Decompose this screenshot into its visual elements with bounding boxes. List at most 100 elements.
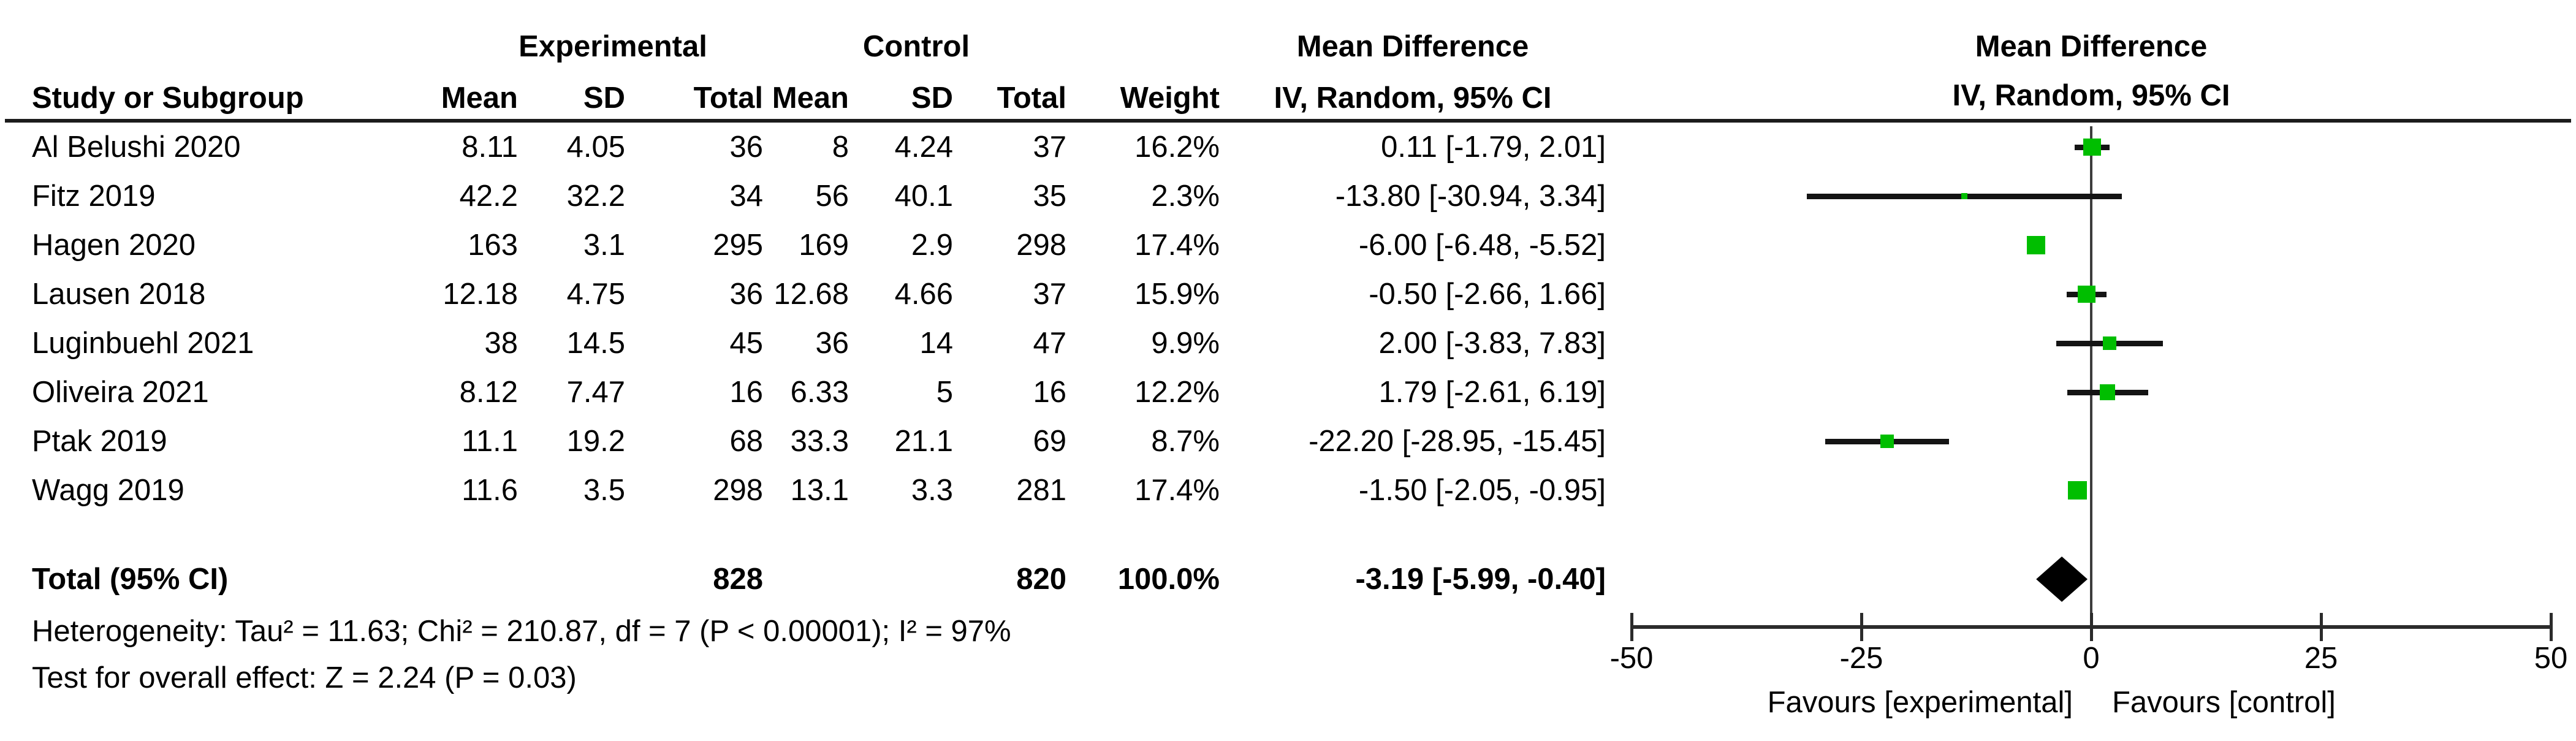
weight: 9.9% [1151,327,1220,360]
effect-square [2078,285,2095,303]
weight: 2.3% [1151,180,1220,213]
effect-square [2102,336,2117,351]
weight: 100.0% [1117,563,1220,596]
effect-square [2083,138,2102,156]
ctrl-total: 47 [1033,327,1066,360]
ctrl-total: 281 [1016,474,1066,507]
effect-square [2026,235,2045,254]
group-header-mean-difference-left: Mean Difference [1296,30,1529,63]
summary-diamond [2036,557,2088,602]
exp-sd: 7.47 [566,376,625,409]
axis-tick [2319,613,2323,641]
study-row: Oliveira 2021 8.12 7.47 16 6.33 5 16 12.2% 1.79 … [0,368,1606,417]
study-name: Al Belushi 2020 [32,131,241,164]
col-header-weight: Weight [1120,82,1220,115]
ci-text: 2.00 [-3.83, 7.83] [1378,327,1606,360]
col-header-ctrl-mean: Mean [772,82,849,115]
heterogeneity-note: Heterogeneity: Tau² = 11.63; Chi² = 210.… [32,615,1011,648]
ctrl-mean: 33.3 [790,425,849,458]
exp-total: 36 [729,278,763,311]
exp-total: 45 [729,327,763,360]
ctrl-total: 37 [1033,278,1066,311]
exp-sd: 3.5 [583,474,625,507]
ctrl-total: 298 [1016,229,1066,262]
ctrl-sd: 21.1 [894,425,953,458]
exp-sd: 3.1 [583,229,625,262]
tick-label: -50 [1609,642,1654,675]
ctrl-total: 69 [1033,425,1066,458]
favours-right-label: Favours [control] [2112,686,2336,719]
forest-plot-area: -50 -25 0 25 50 Favours [experimental] Favours… [1610,0,2567,741]
tick-label: 25 [2304,642,2338,675]
exp-sd: 4.05 [566,131,625,164]
effect-square [1961,192,1968,200]
ci-text: 1.79 [-2.61, 6.19] [1378,376,1606,409]
ctrl-mean: 6.33 [790,376,849,409]
study-row: Fitz 2019 42.2 32.2 34 56 40.1 35 2.3% -13.80 [-… [0,172,1606,221]
exp-mean: 11.1 [462,425,518,458]
study-row: Hagen 2020 163 3.1 295 169 2.9 298 17.4% -6.00 [… [0,221,1606,270]
study-row: Al Belushi 2020 8.11 4.05 36 8 4.24 37 16.2% 0.1… [0,123,1606,172]
exp-sd: 14.5 [566,327,625,360]
weight: 8.7% [1151,425,1220,458]
ci-text: -22.20 [-28.95, -15.45] [1309,425,1606,458]
total-label: Total (95% CI) [32,563,229,596]
col-header-ci-right: IV, Random, 95% CI [1952,79,2230,112]
ctrl-sd: 4.66 [894,278,953,311]
exp-mean: 38 [484,327,518,360]
study-row: Ptak 2019 11.1 19.2 68 33.3 21.1 69 8.7% -22.20 … [0,417,1606,466]
weight: 15.9% [1134,278,1220,311]
col-header-exp-mean: Mean [441,82,518,115]
axis-tick [1630,613,1633,641]
tick-label: 0 [2083,642,2100,675]
exp-mean: 8.12 [459,376,518,409]
ci-text: -6.00 [-6.48, -5.52] [1358,229,1606,262]
col-header-study: Study or Subgroup [32,82,304,115]
weight: 16.2% [1134,131,1220,164]
axis-tick [1860,613,1863,641]
effect-square [1880,435,1894,448]
study-row: Wagg 2019 11.6 3.5 298 13.1 3.3 281 17.4% -1.50 … [0,466,1606,515]
study-name: Hagen 2020 [32,229,196,262]
column-header-row: Study or Subgroup Mean SD Total Mean SD … [0,74,1606,123]
ctrl-mean: 56 [815,180,849,213]
study-name: Wagg 2019 [32,474,184,507]
study-name: Oliveira 2021 [32,376,209,409]
exp-total: 295 [713,229,763,262]
group-header-control: Control [862,30,970,63]
ctrl-mean: 12.68 [773,278,849,311]
ctrl-sd: 3.3 [911,474,953,507]
effect-square [2100,384,2116,400]
group-header-mean-difference-right: Mean Difference [1975,30,2208,63]
exp-sd: 4.75 [566,278,625,311]
exp-total: 68 [729,425,763,458]
weight: 17.4% [1134,229,1220,262]
header-rule [5,119,2571,123]
axis-tick [2089,613,2093,641]
total-row: Total (95% CI) 828 820 100.0% -3.19 [-5.99, … [0,555,1606,604]
effect-square [2068,481,2087,500]
exp-total: 36 [729,131,763,164]
exp-mean: 12.18 [443,278,518,311]
exp-sd: 19.2 [566,425,625,458]
col-header-ci: IV, Random, 95% CI [1274,82,1552,115]
study-name: Lausen 2018 [32,278,206,311]
ctrl-mean: 36 [815,327,849,360]
ci-text: -13.80 [-30.94, 3.34] [1335,180,1606,213]
ctrl-sd: 5 [936,376,953,409]
exp-total: 298 [713,474,763,507]
study-name: Ptak 2019 [32,425,167,458]
ctrl-sd: 40.1 [894,180,953,213]
study-name: Fitz 2019 [32,180,156,213]
overall-effect-note: Test for overall effect: Z = 2.24 (P = 0… [32,661,577,694]
weight: 12.2% [1134,376,1220,409]
ctrl-mean: 13.1 [790,474,849,507]
exp-total: 828 [713,563,763,596]
weight: 17.4% [1134,474,1220,507]
ci-text: -0.50 [-2.66, 1.66] [1369,278,1606,311]
ci-text: 0.11 [-1.79, 2.01] [1381,131,1606,164]
col-header-exp-sd: SD [583,82,625,115]
ctrl-sd: 14 [919,327,953,360]
tick-label: 50 [2534,642,2568,675]
